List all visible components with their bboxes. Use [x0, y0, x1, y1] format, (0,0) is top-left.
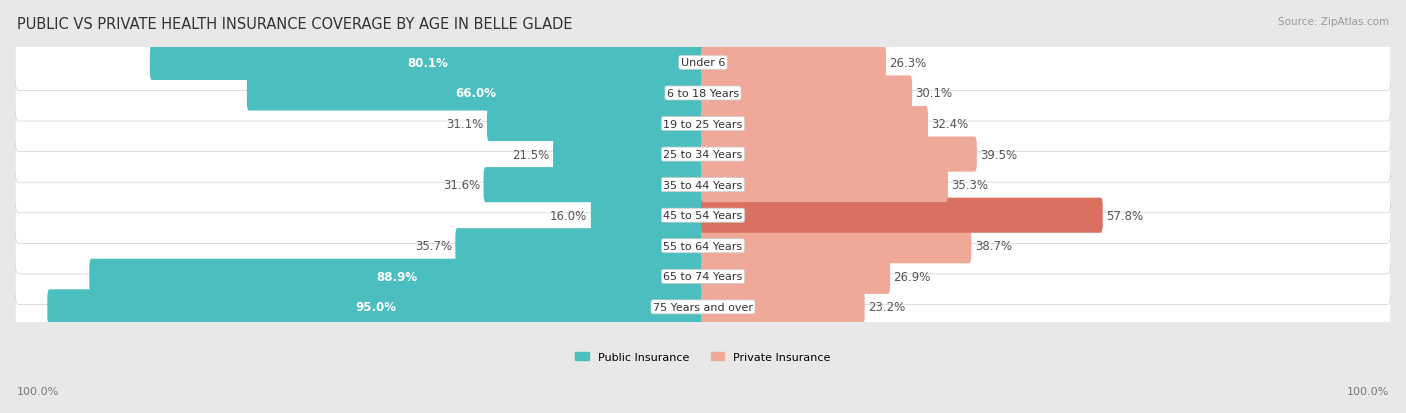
FancyBboxPatch shape: [15, 127, 1391, 183]
FancyBboxPatch shape: [15, 188, 1391, 244]
Text: 6 to 18 Years: 6 to 18 Years: [666, 89, 740, 99]
Text: 100.0%: 100.0%: [1347, 387, 1389, 396]
Text: 80.1%: 80.1%: [406, 57, 449, 70]
FancyBboxPatch shape: [15, 218, 1391, 274]
FancyBboxPatch shape: [702, 259, 890, 294]
Text: 65 to 74 Years: 65 to 74 Years: [664, 272, 742, 282]
FancyBboxPatch shape: [15, 96, 1391, 152]
FancyBboxPatch shape: [702, 46, 886, 81]
Text: 19 to 25 Years: 19 to 25 Years: [664, 119, 742, 129]
Text: PUBLIC VS PRIVATE HEALTH INSURANCE COVERAGE BY AGE IN BELLE GLADE: PUBLIC VS PRIVATE HEALTH INSURANCE COVER…: [17, 17, 572, 31]
Text: Source: ZipAtlas.com: Source: ZipAtlas.com: [1278, 17, 1389, 26]
Text: 57.8%: 57.8%: [1107, 209, 1143, 222]
FancyBboxPatch shape: [702, 137, 977, 172]
FancyBboxPatch shape: [553, 137, 704, 172]
FancyBboxPatch shape: [702, 229, 972, 263]
Text: 16.0%: 16.0%: [550, 209, 588, 222]
FancyBboxPatch shape: [702, 168, 948, 203]
Text: 88.9%: 88.9%: [377, 270, 418, 283]
FancyBboxPatch shape: [15, 66, 1391, 122]
Text: 66.0%: 66.0%: [456, 87, 496, 100]
FancyBboxPatch shape: [15, 201, 1391, 230]
Text: 31.1%: 31.1%: [446, 118, 484, 131]
FancyBboxPatch shape: [702, 198, 1102, 233]
Text: 35.7%: 35.7%: [415, 240, 451, 253]
FancyBboxPatch shape: [15, 140, 1391, 170]
FancyBboxPatch shape: [15, 279, 1391, 335]
Text: 45 to 54 Years: 45 to 54 Years: [664, 211, 742, 221]
FancyBboxPatch shape: [591, 198, 704, 233]
Text: Under 6: Under 6: [681, 58, 725, 68]
FancyBboxPatch shape: [15, 170, 1391, 200]
Text: 95.0%: 95.0%: [356, 301, 396, 313]
Text: 39.5%: 39.5%: [980, 148, 1018, 161]
Text: 35.3%: 35.3%: [952, 179, 988, 192]
FancyBboxPatch shape: [702, 107, 928, 142]
Text: 30.1%: 30.1%: [915, 87, 953, 100]
FancyBboxPatch shape: [90, 259, 704, 294]
FancyBboxPatch shape: [702, 290, 865, 325]
FancyBboxPatch shape: [486, 107, 704, 142]
Text: 26.9%: 26.9%: [894, 270, 931, 283]
FancyBboxPatch shape: [15, 249, 1391, 305]
FancyBboxPatch shape: [15, 35, 1391, 91]
FancyBboxPatch shape: [150, 46, 704, 81]
FancyBboxPatch shape: [15, 109, 1391, 139]
Text: 38.7%: 38.7%: [974, 240, 1012, 253]
FancyBboxPatch shape: [456, 229, 704, 263]
Text: 75 Years and over: 75 Years and over: [652, 302, 754, 312]
FancyBboxPatch shape: [484, 168, 704, 203]
Text: 26.3%: 26.3%: [890, 57, 927, 70]
Text: 31.6%: 31.6%: [443, 179, 479, 192]
Text: 21.5%: 21.5%: [512, 148, 550, 161]
FancyBboxPatch shape: [15, 48, 1391, 78]
FancyBboxPatch shape: [15, 292, 1391, 322]
FancyBboxPatch shape: [15, 79, 1391, 109]
Text: 100.0%: 100.0%: [17, 387, 59, 396]
FancyBboxPatch shape: [15, 262, 1391, 292]
FancyBboxPatch shape: [15, 157, 1391, 213]
Text: 25 to 34 Years: 25 to 34 Years: [664, 150, 742, 160]
FancyBboxPatch shape: [48, 290, 704, 325]
FancyBboxPatch shape: [247, 76, 704, 111]
Text: 35 to 44 Years: 35 to 44 Years: [664, 180, 742, 190]
FancyBboxPatch shape: [702, 76, 912, 111]
Legend: Public Insurance, Private Insurance: Public Insurance, Private Insurance: [571, 347, 835, 366]
Text: 23.2%: 23.2%: [868, 301, 905, 313]
Text: 32.4%: 32.4%: [931, 118, 969, 131]
FancyBboxPatch shape: [15, 231, 1391, 261]
Text: 55 to 64 Years: 55 to 64 Years: [664, 241, 742, 251]
